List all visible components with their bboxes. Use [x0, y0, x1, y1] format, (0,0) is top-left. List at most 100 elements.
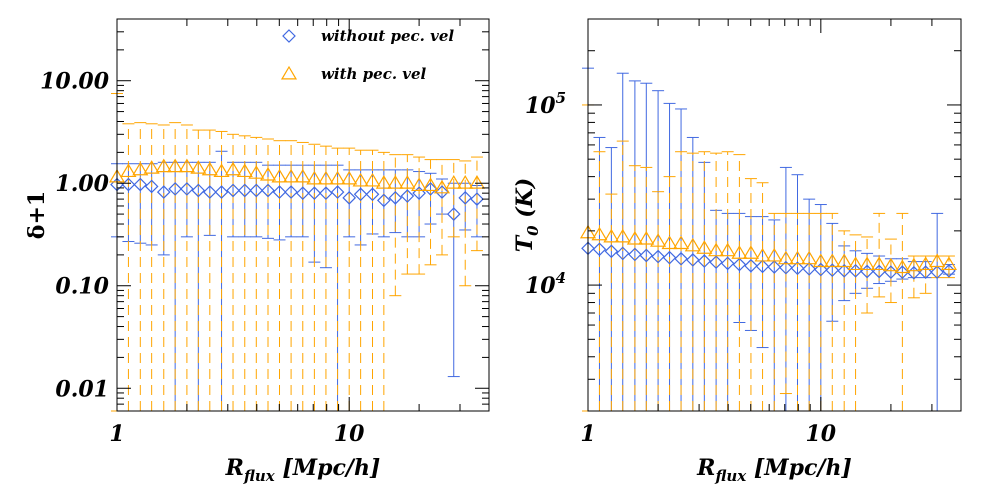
without-pec-vel-point — [249, 183, 264, 198]
without-pec-vel-point — [720, 256, 735, 271]
without-pec-vel-point — [779, 260, 793, 275]
with-pec-vel-point — [178, 158, 195, 173]
with-pec-vel-point — [120, 163, 137, 178]
with-pec-vel-point — [824, 253, 841, 268]
legend-label-with: with pec. vel — [321, 65, 427, 83]
y-axis-title-main: T — [512, 234, 538, 252]
without-pec-vel-point — [342, 191, 357, 205]
y-tick-label: 1.00 — [55, 171, 109, 197]
without-pec-vel-point — [767, 260, 782, 274]
y-tick-label: 0.01 — [55, 376, 109, 402]
without-pec-vel-point — [744, 258, 758, 273]
with-pec-vel-point — [650, 233, 667, 247]
with-pec-vel-point — [684, 237, 701, 252]
with-pec-vel-point — [812, 253, 829, 268]
legend: without pec. vel with pec. vel — [280, 27, 454, 83]
without-pec-vel-point — [423, 182, 438, 196]
y-axis-title: δ+1 — [24, 191, 50, 239]
without-pec-vel-point — [202, 185, 217, 199]
with-pec-vel-point — [766, 247, 783, 262]
y-axis-title-rest: (K) — [512, 178, 538, 226]
with-pec-vel-point — [591, 226, 608, 241]
y-tick-label: 105 — [525, 89, 566, 119]
without-pec-vel-point — [261, 183, 275, 198]
x-tick-label: 10 — [334, 421, 365, 447]
x-axis-title-main: R — [696, 455, 715, 481]
without-pec-vel-point — [470, 192, 484, 206]
with-pec-vel-point — [847, 256, 864, 271]
without-pec-vel-point — [709, 255, 723, 270]
without-pec-vel-point — [930, 265, 945, 279]
with-pec-vel-point — [259, 166, 277, 181]
without-pec-vel-point — [895, 265, 910, 279]
without-pec-vel-point — [330, 185, 345, 199]
with-pec-vel-point — [754, 247, 771, 262]
y-tick-label: 10.00 — [40, 69, 110, 95]
with-pec-vel-point — [294, 168, 311, 183]
with-pec-vel-point — [341, 170, 358, 185]
without-pec-vel-point — [837, 263, 852, 278]
with-pec-vel-point — [859, 256, 876, 271]
x-axis-title-main: R — [225, 455, 244, 481]
with-pec-vel-point — [940, 256, 957, 271]
without-pec-vel-point — [446, 207, 461, 221]
without-pec-vel-point — [168, 182, 182, 196]
with-pec-vel-point — [742, 245, 759, 259]
without-pec-vel-point — [628, 247, 642, 262]
without-pec-vel-point — [412, 186, 426, 201]
without-pec-vel-point — [156, 185, 171, 199]
legend-label-without: without pec. vel — [321, 27, 454, 45]
without-pec-vel-point — [790, 261, 805, 276]
delta-panel: 0.01 0.10 1.00 10.00 1 10 δ+1 Rflux [Mpc/h] with… — [24, 18, 490, 485]
with-pec-vel-point — [789, 250, 806, 265]
with-pec-vel-point — [638, 230, 655, 245]
with-pec-vel-point — [777, 250, 794, 265]
y-tick-label-base: 10 — [525, 273, 556, 299]
with-pec-vel-point — [457, 175, 474, 189]
x-tick-label: 1 — [580, 421, 595, 447]
without-pec-vel-point — [295, 186, 310, 201]
with-pec-vel-point — [387, 175, 404, 189]
plot-frame — [587, 18, 962, 412]
without-pec-vel-point — [685, 253, 700, 267]
without-pec-vel-point — [400, 189, 415, 203]
without-pec-vel-point — [697, 254, 712, 268]
x-axis-title-sub: flux — [243, 467, 276, 485]
with-pec-vel-point — [603, 228, 620, 243]
without-pec-vel-point — [813, 262, 828, 277]
with-pec-vel-point — [801, 250, 818, 265]
without-pec-vel-point — [214, 185, 229, 199]
legend-without-pec-vel-point — [282, 29, 296, 43]
without-pec-vel-point — [144, 179, 159, 194]
with-pec-vel-point — [445, 175, 462, 189]
with-pec-vel-point — [696, 240, 713, 254]
without-pec-vel-point — [307, 186, 322, 201]
with-pec-vel-point — [882, 257, 899, 272]
with-pec-vel-point — [167, 158, 184, 173]
with-pec-vel-point — [143, 160, 160, 174]
x-axis-title: Rflux [Mpc/h] — [696, 455, 852, 485]
without-pec-vel-point — [674, 251, 688, 266]
with-pec-vel-point — [836, 253, 853, 268]
with-pec-vel-point — [132, 161, 149, 176]
y-tick-label-exp: 4 — [556, 269, 566, 287]
y-tick-label: 104 — [525, 269, 566, 299]
with-pec-vel-point — [224, 161, 242, 176]
x-tick-label: 10 — [806, 421, 837, 447]
with-pec-vel-point — [719, 242, 736, 257]
without-pec-vel-point — [226, 183, 240, 198]
x-axis-title-rest: [Mpc/h] — [746, 455, 852, 481]
with-pec-vel-point — [894, 259, 911, 274]
x-axis-title-sub: flux — [714, 467, 747, 485]
without-pec-vel-point — [942, 263, 956, 278]
without-pec-vel-point — [180, 182, 194, 196]
without-pec-vel-point — [732, 257, 747, 272]
with-pec-vel-point — [283, 168, 300, 183]
without-pec-vel-point — [604, 244, 619, 259]
without-pec-vel-point — [319, 186, 333, 201]
with-pec-vel-point — [929, 253, 946, 268]
without-pec-vel-point — [458, 191, 473, 205]
without-pec-vel-point — [825, 263, 840, 278]
